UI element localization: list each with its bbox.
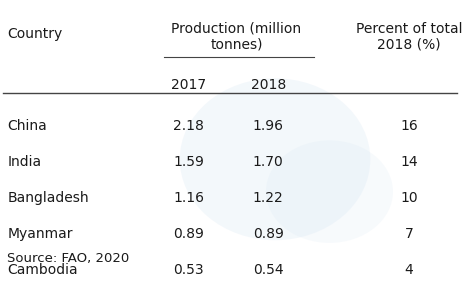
Text: 2018: 2018	[251, 78, 286, 92]
Text: 14: 14	[400, 155, 418, 169]
Text: 0.53: 0.53	[173, 263, 204, 277]
Text: 16: 16	[400, 119, 418, 133]
Text: 1.59: 1.59	[173, 155, 204, 169]
Text: Bangladesh: Bangladesh	[7, 191, 89, 205]
Text: 4: 4	[404, 263, 413, 277]
Text: 0.89: 0.89	[173, 227, 204, 241]
Text: 1.22: 1.22	[253, 191, 283, 205]
Text: 1.70: 1.70	[253, 155, 283, 169]
Ellipse shape	[266, 140, 393, 243]
Text: China: China	[7, 119, 47, 133]
Text: 2.18: 2.18	[173, 119, 204, 133]
Text: 0.54: 0.54	[253, 263, 283, 277]
Text: 1.96: 1.96	[253, 119, 284, 133]
Text: India: India	[7, 155, 41, 169]
Text: Cambodia: Cambodia	[7, 263, 78, 277]
Text: 2017: 2017	[171, 78, 206, 92]
Ellipse shape	[180, 78, 370, 240]
Text: Source: FAO, 2020: Source: FAO, 2020	[7, 252, 129, 265]
Text: Production (million
tonnes): Production (million tonnes)	[172, 22, 301, 52]
Text: 10: 10	[400, 191, 418, 205]
Text: 1.16: 1.16	[173, 191, 204, 205]
Text: 7: 7	[404, 227, 413, 241]
Text: Country: Country	[7, 27, 63, 41]
Text: Myanmar: Myanmar	[7, 227, 73, 241]
Text: 0.89: 0.89	[253, 227, 283, 241]
Text: Percent of total
2018 (%): Percent of total 2018 (%)	[356, 22, 462, 52]
